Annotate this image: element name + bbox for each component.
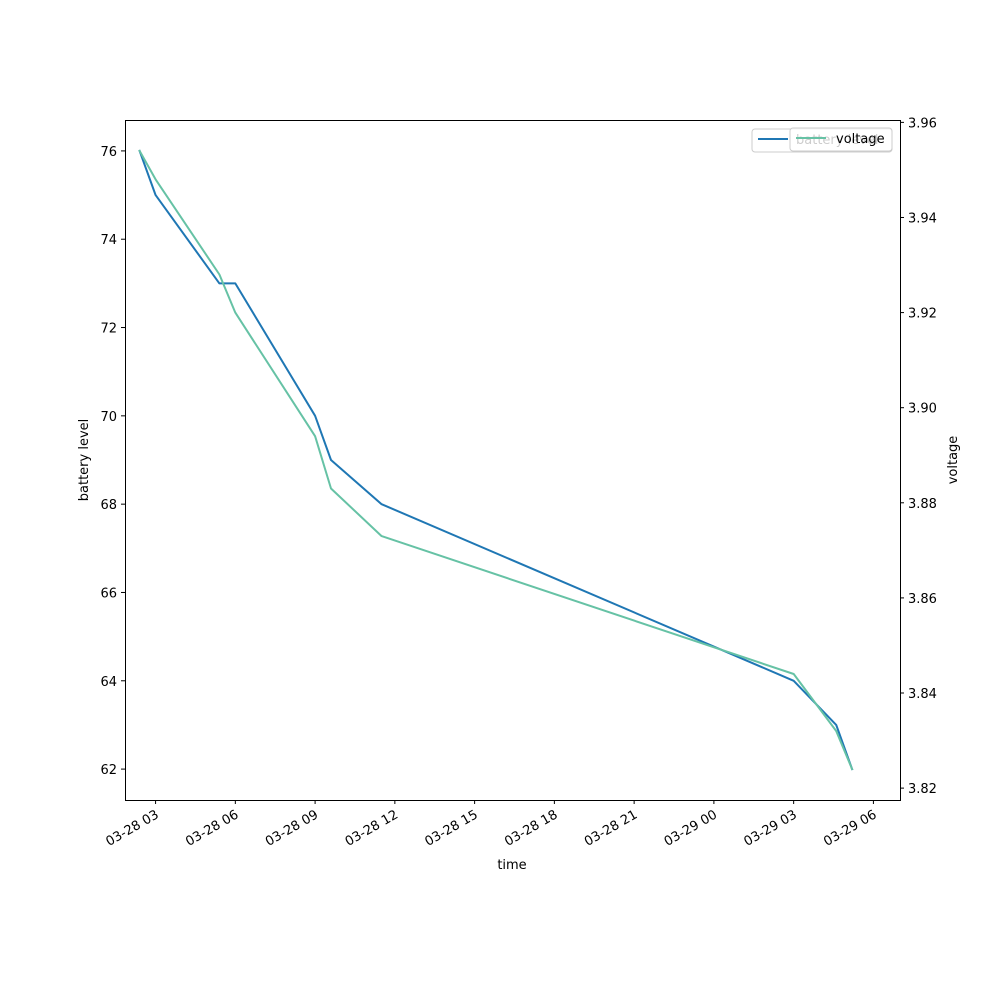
x-tick-label: 03-28 09 xyxy=(263,807,321,849)
y-tick-label: 64 xyxy=(100,675,117,690)
y2-tick-label: 3.86 xyxy=(908,592,937,607)
y2-tick-label: 3.88 xyxy=(908,497,937,512)
y-axis-label: battery level xyxy=(77,419,92,502)
x-tick-label: 03-28 21 xyxy=(582,807,640,849)
y-axis-right: 3.82 3.84 3.86 3.88 3.90 3.92 3.94 3.96 xyxy=(900,116,937,797)
y2-tick-label: 3.84 xyxy=(908,687,937,702)
y-tick-label: 66 xyxy=(100,586,117,601)
x-axis: 03-28 03 03-28 06 03-28 09 03-28 12 03-28 15… xyxy=(103,800,879,850)
y-tick-label: 76 xyxy=(100,145,117,160)
y-tick-label: 74 xyxy=(100,233,117,248)
series-line-battery-level xyxy=(138,149,854,771)
plot-frame xyxy=(125,120,901,801)
x-tick-label: 03-28 03 xyxy=(103,807,161,849)
y2-axis-label: voltage xyxy=(946,436,961,485)
y-tick-label: 70 xyxy=(100,410,117,425)
y2-tick-label: 3.82 xyxy=(908,782,937,797)
series-layer xyxy=(138,149,854,771)
x-tick-label: 03-28 18 xyxy=(502,807,560,849)
x-axis-label: time xyxy=(497,858,526,873)
y2-tick-label: 3.92 xyxy=(908,307,937,322)
x-tick-label: 03-29 06 xyxy=(821,807,879,849)
y-axis-left: 62 64 66 68 70 72 74 76 xyxy=(100,145,125,778)
series-line-voltage xyxy=(138,149,854,771)
legend-label-voltage: voltage xyxy=(836,132,885,147)
x-tick-label: 03-28 06 xyxy=(183,807,241,849)
x-tick-label: 03-28 15 xyxy=(422,807,480,849)
y2-tick-label: 3.90 xyxy=(908,402,937,417)
y-tick-label: 68 xyxy=(100,498,117,513)
x-tick-label: 03-29 00 xyxy=(662,807,720,849)
legend-box-voltage xyxy=(789,127,893,152)
x-tick-label: 03-28 12 xyxy=(343,807,401,849)
y-tick-label: 72 xyxy=(100,322,117,337)
y2-tick-label: 3.94 xyxy=(908,211,937,226)
y2-tick-label: 3.96 xyxy=(908,116,937,131)
y-tick-label: 62 xyxy=(100,763,117,778)
x-tick-label: 03-29 03 xyxy=(742,807,800,849)
